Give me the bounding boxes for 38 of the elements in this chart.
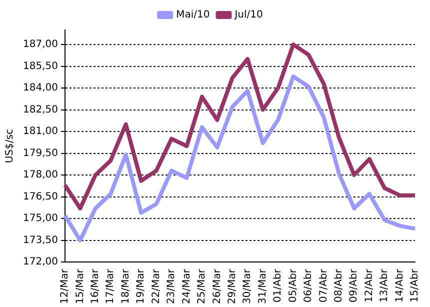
- x-tick-label: 05/Abr: [288, 268, 299, 302]
- x-tick-label: 14/Abr: [394, 268, 406, 302]
- y-tick-label: 185,50: [22, 60, 58, 72]
- x-tick-label: 22/Mar: [150, 268, 162, 304]
- x-tick-label: 15/Abr: [410, 268, 421, 302]
- x-tick-label: 06/Abr: [303, 268, 314, 302]
- x-tick-label: 23/Mar: [166, 268, 178, 304]
- x-tick-label: 12/Abr: [364, 268, 375, 302]
- y-tick-label: 182,50: [22, 104, 58, 116]
- x-tick-label: 30/Mar: [242, 268, 254, 304]
- x-tick-label: 13/Abr: [379, 268, 390, 302]
- x-tick-label: 31/Mar: [257, 268, 268, 304]
- x-tick-label: 24/Mar: [181, 268, 192, 304]
- y-tick-label: 173,50: [22, 234, 58, 246]
- x-tick-label: 29/Mar: [226, 268, 238, 304]
- y-tick-label: 175,00: [22, 213, 58, 224]
- x-tick-label: 09/Abr: [348, 268, 360, 302]
- x-tick-label: 26/Mar: [212, 268, 223, 304]
- y-tick-label: 179,50: [22, 148, 58, 159]
- legend-label: Mai/10: [176, 10, 210, 21]
- x-tick-label: 16/Mar: [90, 268, 102, 304]
- y-tick-label: 172,00: [22, 256, 58, 268]
- legend-label: Jul/10: [234, 10, 263, 21]
- x-tick-label: 08/Abr: [334, 268, 345, 302]
- x-tick-label: 12/Mar: [60, 268, 71, 304]
- x-tick-label: 15/Mar: [74, 268, 86, 304]
- y-tick-label: 178,00: [22, 170, 58, 181]
- x-tick-label: 01/Abr: [272, 268, 284, 302]
- y-tick-label: 187,00: [22, 39, 58, 50]
- x-tick-label: 17/Mar: [105, 268, 116, 304]
- y-tick-label: 184,00: [22, 82, 58, 94]
- x-tick-label: 18/Mar: [120, 268, 132, 304]
- x-tick-label: 07/Abr: [318, 268, 330, 302]
- y-tick-label: 181,00: [22, 126, 58, 138]
- y-axis-title: US$/sc: [4, 128, 16, 164]
- x-tick-label: 19/Mar: [136, 268, 147, 304]
- x-tick-label: 25/Mar: [196, 268, 208, 304]
- y-tick-label: 176,50: [22, 191, 58, 202]
